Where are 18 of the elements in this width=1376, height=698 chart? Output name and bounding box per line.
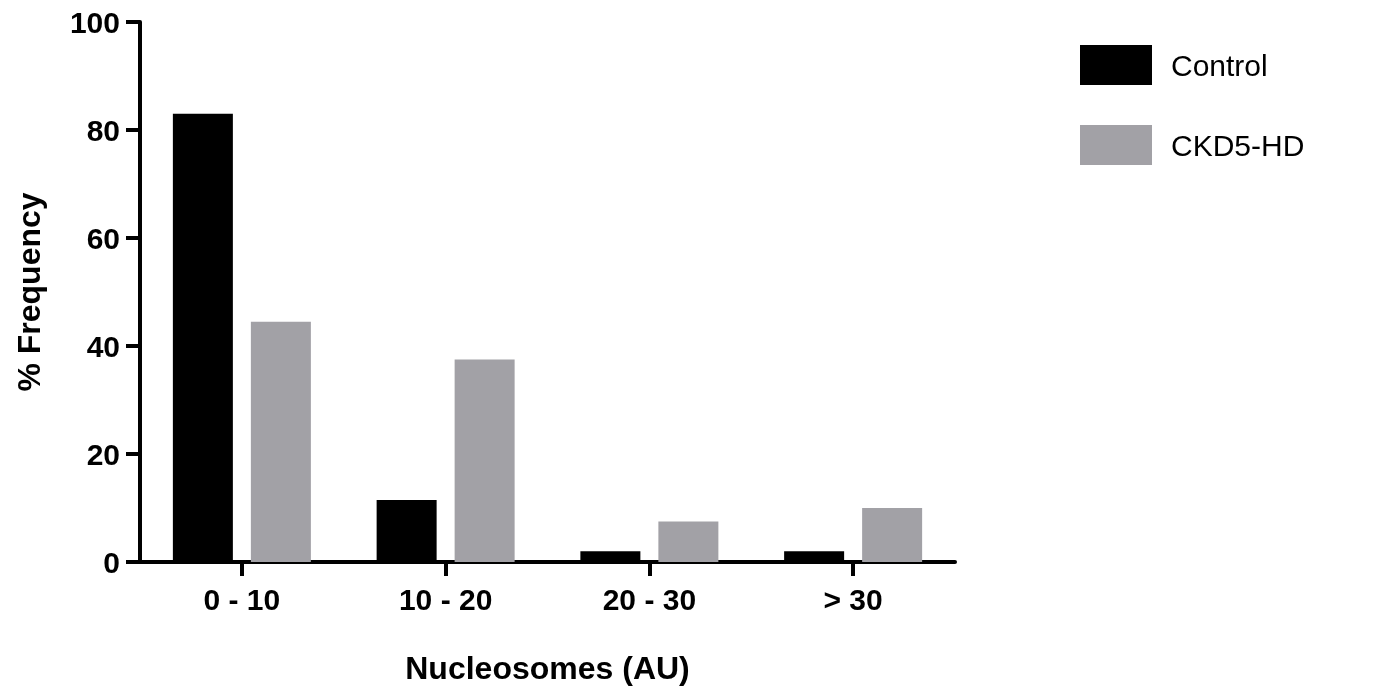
y-tick-label: 60 [86, 221, 120, 255]
x-tick-label: 20 - 30 [602, 582, 697, 616]
y-tick-label: 40 [86, 329, 120, 363]
y-tick-label: 0 [103, 545, 120, 579]
x-axis-title: Nucleosomes (AU) [405, 650, 690, 686]
x-tick-label: 0 - 10 [203, 582, 281, 616]
legend-label: CKD5-HD [1171, 128, 1305, 162]
legend-label: Control [1171, 48, 1268, 82]
x-tick-label: > 30 [823, 582, 883, 616]
y-tick-label: 80 [86, 113, 120, 147]
x-tick-label: 10 - 20 [398, 582, 493, 616]
bar [862, 508, 923, 562]
y-axis-title: % Frequency [11, 192, 47, 392]
bar [250, 321, 311, 562]
y-tick-label: 20 [86, 437, 120, 471]
bar [658, 521, 719, 562]
bar [454, 359, 515, 562]
y-tick-label: 100 [69, 5, 120, 39]
